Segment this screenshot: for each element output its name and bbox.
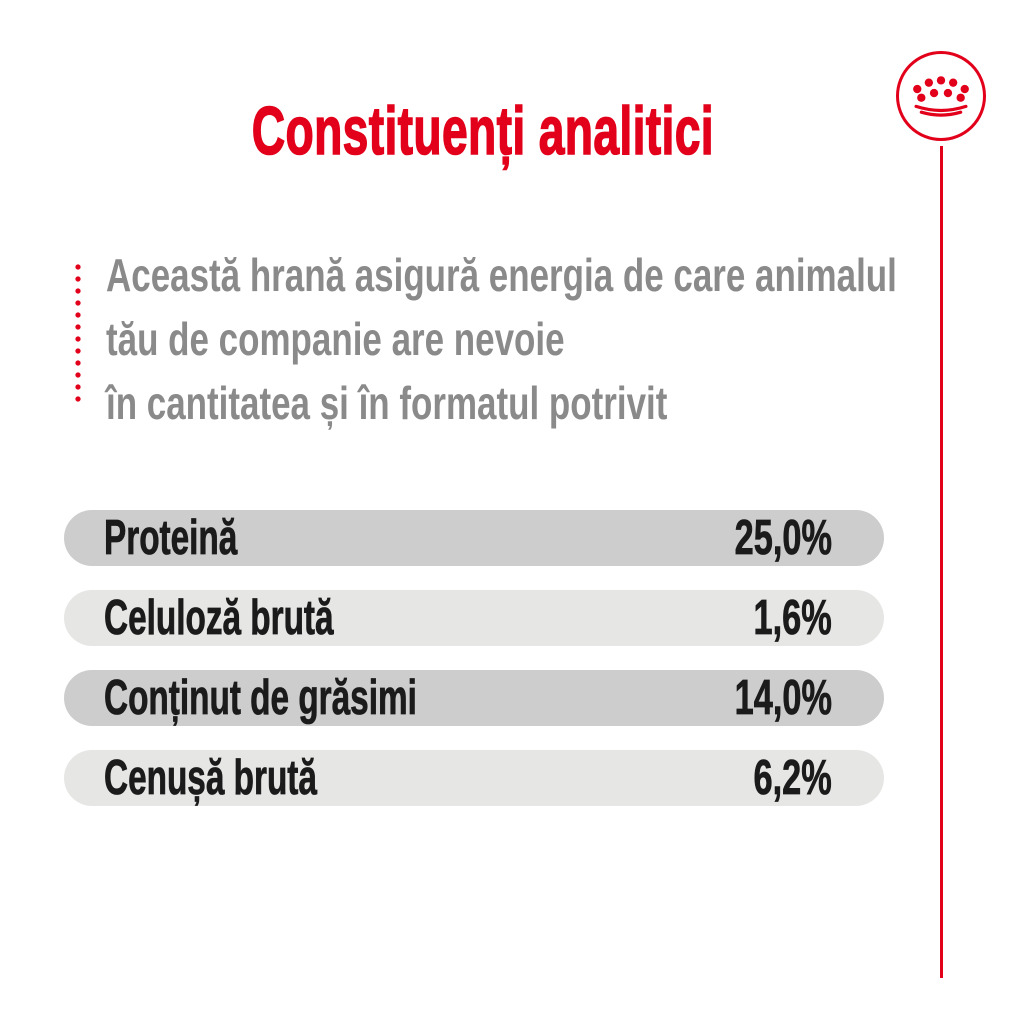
nutrient-table: Proteină 25,0% Celuloză brută 1,6% Conți… bbox=[64, 510, 884, 830]
nutrient-value: 1,6% bbox=[753, 591, 833, 646]
intro-paragraph: Această hrană asigură energia de care an… bbox=[106, 243, 1024, 435]
intro-line-text: tău de companie are nevoie bbox=[106, 313, 565, 365]
intro-line: în cantitatea și în formatul potrivit bbox=[106, 371, 1024, 435]
nutrient-label: Celuloză brută bbox=[104, 591, 334, 646]
nutrient-label: Proteină bbox=[104, 511, 238, 566]
nutrient-value: 6,2% bbox=[753, 751, 833, 806]
page-title: Constituenți analitici bbox=[0, 93, 966, 169]
nutrient-value: 25,0% bbox=[734, 511, 832, 566]
nutrient-label: Cenușă brută bbox=[104, 751, 317, 806]
nutrient-row-fat: Conținut de grăsimi 14,0% bbox=[64, 670, 884, 726]
intro-line: tău de companie are nevoie bbox=[106, 307, 1024, 371]
vertical-red-rule bbox=[940, 146, 943, 978]
intro-line-text: în cantitatea și în formatul potrivit bbox=[106, 377, 668, 429]
nutrient-row-protein: Proteină 25,0% bbox=[64, 510, 884, 566]
red-dotted-vertical-line-icon bbox=[75, 261, 81, 405]
nutrient-row-ash: Cenușă brută 6,2% bbox=[64, 750, 884, 806]
brand-logo-circle bbox=[896, 51, 986, 141]
intro-line-text: Această hrană asigură energia de care an… bbox=[106, 249, 897, 301]
nutrient-value: 14,0% bbox=[734, 671, 832, 726]
nutrient-label: Conținut de grăsimi bbox=[104, 671, 417, 726]
royal-canin-crown-icon bbox=[913, 76, 969, 117]
nutrient-row-fibre: Celuloză brută 1,6% bbox=[64, 590, 884, 646]
page-title-text: Constituenți analitici bbox=[251, 93, 715, 169]
intro-line: Această hrană asigură energia de care an… bbox=[106, 243, 1024, 307]
